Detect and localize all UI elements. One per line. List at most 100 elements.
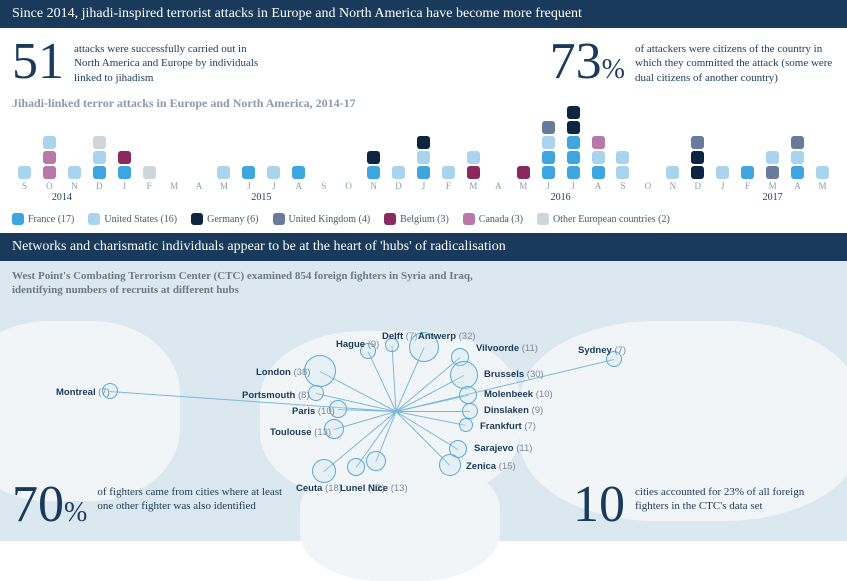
legend-swatch [12,213,24,225]
attack-square [791,151,804,164]
year-label: 2015 [112,192,411,203]
attack-square [367,151,380,164]
attack-square [517,166,530,179]
timeline-col [760,151,785,179]
header-bar-1: Since 2014, jihadi-inspired terrorist at… [0,0,847,28]
hub-bubble [459,386,477,404]
month-label: F [735,181,760,191]
month-label: J [411,181,436,191]
attack-square [93,136,106,149]
legend-item: United Kingdom (4) [273,213,371,225]
month-label: J [710,181,735,191]
timeline-subtitle: Jihadi-linked terror attacks in Europe a… [12,96,835,111]
land-na [0,321,180,501]
attack-square [417,136,430,149]
attack-square [741,166,754,179]
timeline-col [87,136,112,179]
hub-label: Sydney (7) [578,345,626,356]
top-section: 51 attacks were successfully carried out… [0,28,847,233]
attack-square [592,151,605,164]
timeline-col [37,136,62,179]
hub-label: Molenbeek (10) [484,389,553,400]
timeline-col [137,166,162,179]
timeline-col [212,166,237,179]
hub-bubble [347,458,365,476]
attack-square [118,166,131,179]
attack-square [118,151,131,164]
month-label: F [137,181,162,191]
attack-square [592,136,605,149]
stat-73: 73% of attackers were citizens of the co… [550,36,835,88]
attack-square [567,121,580,134]
timeline-col [436,166,461,179]
attack-square [791,166,804,179]
attack-square [691,136,704,149]
hub-label: Toulouse (13) [270,427,331,438]
attack-square [217,166,230,179]
legend-label: Canada (3) [479,214,523,225]
legend-swatch [537,213,549,225]
stat1-number: 51 [12,36,64,88]
stat2-text: of attackers were citizens of the countr… [635,36,835,85]
hub-label: Paris (10) [292,406,335,417]
timeline-col [536,121,561,179]
hub-label: Montreal (7) [56,387,110,398]
legend-item: United States (16) [88,213,177,225]
timeline-col [261,166,286,179]
timeline-col [461,151,486,179]
attack-square [467,151,480,164]
attack-square [567,106,580,119]
attack-square [666,166,679,179]
attack-square [691,151,704,164]
attack-square [542,121,555,134]
hub-label: Vilvoorde (11) [476,343,538,354]
stat1-text: attacks were successfully carried out in… [74,36,274,85]
hub-bubble [439,454,461,476]
attack-square [93,151,106,164]
hub-label: Portsmouth (8) [242,390,310,401]
stat-70: 70% of fighters came from cities where a… [12,479,297,531]
attack-square [766,166,779,179]
year-label: 2017 [710,192,835,203]
stats-row-top: 51 attacks were successfully carried out… [12,36,835,88]
stat4-text: cities accounted for 23% of all foreign … [635,479,835,514]
hub-bubble [366,451,386,471]
timeline-col [685,136,710,179]
bottom-stats: 70% of fighters came from cities where a… [12,479,835,531]
stat3-text: of fighters came from cities where at le… [97,479,297,514]
month-label: A [486,181,511,191]
timeline-col [785,136,810,179]
timeline-col [561,106,586,179]
attack-square [716,166,729,179]
attack-square [616,166,629,179]
month-label: M [511,181,536,191]
month-label: A [785,181,810,191]
header-bar-2: Networks and charismatic individuals app… [0,233,847,261]
legend-swatch [273,213,285,225]
month-label: J [236,181,261,191]
attack-square [43,136,56,149]
month-label: M [212,181,237,191]
legend-swatch [384,213,396,225]
attack-square [766,151,779,164]
month-label: M [760,181,785,191]
legend-label: Belgium (3) [400,214,449,225]
legend-swatch [88,213,100,225]
hub-bubble [462,403,478,419]
month-label: N [62,181,87,191]
legend: France (17)United States (16)Germany (6)… [12,213,835,225]
month-label: J [536,181,561,191]
hub-bubble [450,361,478,389]
timeline-col [810,166,835,179]
timeline-col [62,166,87,179]
attack-square [43,166,56,179]
legend-label: United States (16) [104,214,177,225]
timeline-col [112,151,137,179]
legend-label: United Kingdom (4) [289,214,371,225]
stat-10: 10 cities accounted for 23% of all forei… [573,479,835,531]
year-label: 2016 [411,192,710,203]
month-label: D [386,181,411,191]
hub-bubble [308,385,324,401]
month-label: A [187,181,212,191]
timeline-col [586,136,611,179]
